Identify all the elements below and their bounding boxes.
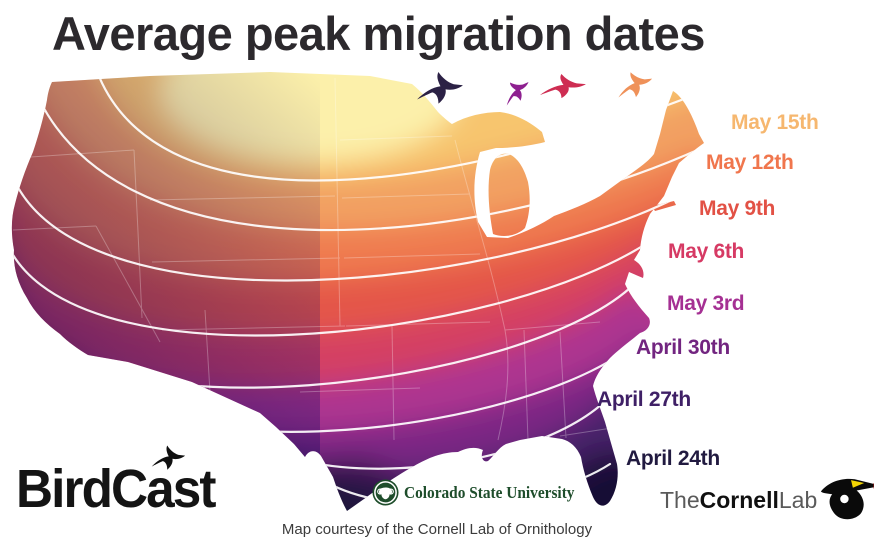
- birdcast-logo: BirdCast: [16, 445, 216, 519]
- contour-line-3: [11, 162, 682, 282]
- date-label-may-6: May 6th: [668, 240, 745, 263]
- contour-line-4: [11, 234, 654, 337]
- cornell-lab-logo: The Cornell Lab: [660, 478, 874, 522]
- cornell-bird-icon: [821, 478, 874, 520]
- cornell-logo-text-the: The: [660, 487, 700, 513]
- page-title: Average peak migration dates: [52, 7, 705, 60]
- date-label-may-9: May 9th: [699, 197, 776, 220]
- cornell-logo-text-cornell: Cornell: [699, 487, 779, 513]
- birdcast-logo-bird-icon: [151, 445, 186, 470]
- bird-silhouette-2: [506, 82, 529, 106]
- csu-logo: Colorado State University: [372, 479, 587, 506]
- date-label-may-15: May 15th: [731, 111, 819, 134]
- date-label-april-27: April 27th: [597, 388, 691, 411]
- date-label-april-30: April 30th: [636, 336, 730, 359]
- date-label-april-24: April 24th: [626, 447, 720, 470]
- date-label-may-12: May 12th: [706, 151, 794, 174]
- bird-silhouette-1: [417, 72, 463, 104]
- bird-silhouette-3: [540, 74, 586, 99]
- csu-ram-icon: [372, 479, 399, 506]
- bird-silhouettes: [417, 72, 653, 106]
- caption: Map courtesy of the Cornell Lab of Ornit…: [281, 521, 593, 538]
- date-label-may-3: May 3rd: [667, 292, 745, 315]
- birdcast-logo-text: BirdCast: [16, 459, 216, 519]
- cornell-logo-text-lab: Lab: [778, 487, 818, 513]
- bird-silhouette-4: [618, 72, 653, 98]
- csu-logo-text: Colorado State University: [404, 482, 575, 502]
